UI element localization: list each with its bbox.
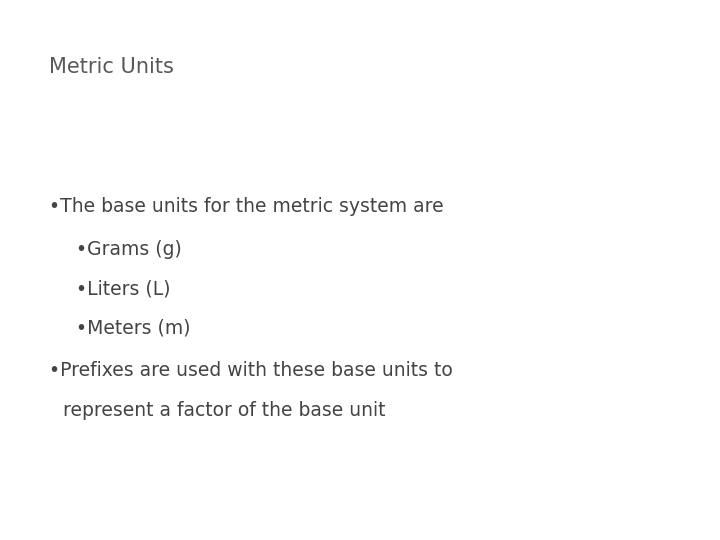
Text: Metric Units: Metric Units <box>49 57 174 77</box>
Text: •Grams (g): •Grams (g) <box>76 240 181 259</box>
Text: represent a factor of the base unit: represent a factor of the base unit <box>57 401 385 420</box>
Text: •Liters (L): •Liters (L) <box>76 279 170 298</box>
Text: •Meters (m): •Meters (m) <box>76 318 190 337</box>
Text: •The base units for the metric system are: •The base units for the metric system ar… <box>49 197 444 216</box>
Text: •Prefixes are used with these base units to: •Prefixes are used with these base units… <box>49 361 453 380</box>
